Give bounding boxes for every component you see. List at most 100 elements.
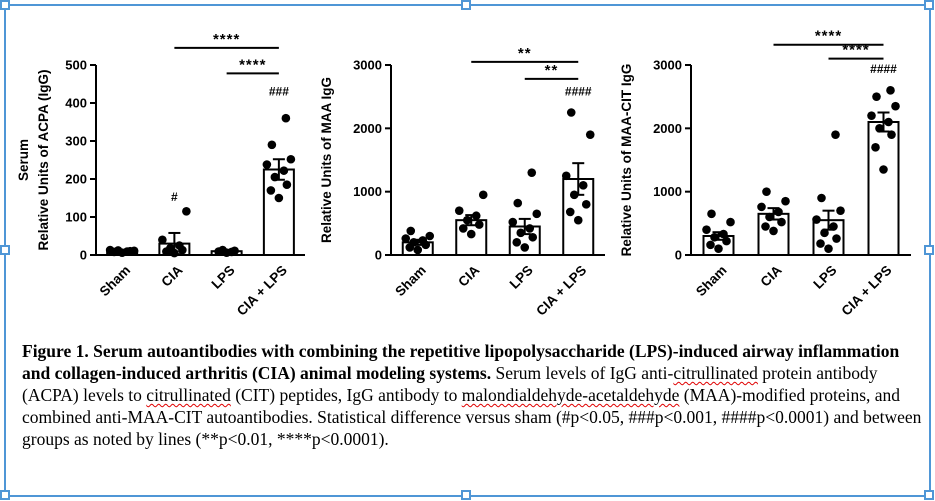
y-tick-label: 2000 [653,121,682,136]
caption-segment: protein antibody (ACPA) levels to [22,363,878,406]
data-point [409,238,419,247]
y-tick-label: 3000 [353,58,382,73]
data-point [707,209,716,219]
data-point [719,229,728,239]
bar-group-0 [105,245,139,258]
y-tick-label: 200 [65,172,87,187]
data-point [812,215,821,224]
selection-handle-middle-left[interactable] [0,245,10,255]
data-point [565,207,575,217]
bar-group-3: ### [262,84,296,256]
figure-charts-row: Serum Relative Units of ACPA (IgG) 0 100 200… [12,10,923,345]
data-point [227,247,236,257]
x-category-label: CIA [758,262,785,289]
data-point [508,217,518,227]
bar-group-0 [401,226,435,256]
data-point [769,226,778,236]
data-point [872,92,881,101]
significance-hash: # [171,190,178,204]
data-point [774,207,783,217]
selection-handle-top-left[interactable] [0,0,10,10]
caption-segment: (CIT) peptides, IgG antibody to [230,385,462,406]
x-category-label: LPS [209,263,238,292]
data-point [762,187,771,196]
data-point [891,101,900,111]
data-point [871,143,880,152]
data-point [218,245,227,255]
data-point [702,225,711,234]
data-point [281,113,291,123]
data-point [527,168,537,177]
data-point [279,166,289,175]
caption-segment: malondialdehyde-acetaldehyde [461,385,680,406]
y-tick-label: 400 [65,96,87,111]
data-point [513,198,523,208]
data-point [458,224,468,233]
x-category-label: Sham [97,263,134,300]
data-point [706,240,715,250]
data-point [520,243,530,252]
data-point [777,217,786,227]
bar-group-1: # [158,190,191,258]
data-point [824,244,833,253]
significance-stars: **** [213,31,240,48]
maa-chart-svg: Relative Units of MAA IgG 0 1000 2000 3000 Sh… [319,45,605,319]
selection-handle-bottom-left[interactable] [0,490,10,500]
bar-group-2 [210,245,243,258]
y-axis-title: Relative Units of ACPA (IgG) [36,69,51,250]
data-point [867,111,876,120]
bar [867,121,900,256]
data-point [573,215,583,225]
data-point [401,234,411,243]
data-point [887,130,896,139]
significance-stars: **** [815,28,842,45]
x-category-label: Sham [392,263,429,300]
selection-handle-top-center[interactable] [461,0,471,10]
selection-handle-top-right[interactable] [924,0,934,10]
data-point [765,212,774,222]
significance-hash: ### [269,84,289,98]
data-point [831,130,840,139]
data-point [781,196,790,206]
data-point [714,244,723,253]
data-point [262,160,272,169]
significance-stars: **** [842,42,869,59]
data-point [561,171,571,181]
data-point [836,206,845,215]
data-point [418,236,428,245]
y-tick-label: 100 [65,210,87,225]
data-point [267,140,277,150]
y-tick-label: 300 [65,134,87,149]
data-point [474,220,484,229]
significance-stars: **** [239,56,266,73]
data-point [286,154,296,164]
y-axis-title: Relative Units of MAA-CIT IgG [619,64,634,257]
data-point [175,241,184,250]
x-category-label: CIA [455,262,482,289]
y-tick-label: 0 [80,248,87,263]
data-point [274,193,284,203]
data-point [113,246,123,255]
caption-segment: Serum levels of IgG anti- [491,363,674,384]
data-point [105,245,115,255]
data-point [478,190,488,200]
significance-stars: ** [545,62,559,79]
selection-handle-bottom-right[interactable] [924,490,934,500]
data-point [528,232,538,242]
x-category-label: CIA [158,262,185,289]
acpa-chart-svg: Serum Relative Units of ACPA (IgG) 0 100 200… [16,31,305,319]
caption-segment: (MAA)-modified proteins, and combined an… [22,385,922,450]
data-point [166,243,175,253]
data-point [466,229,476,239]
data-point [532,209,542,219]
bar-group-3: #### [561,84,595,256]
selection-handle-bottom-center[interactable] [461,490,471,500]
bar-group-1 [757,187,790,256]
image-selection-frame[interactable]: Serum Relative Units of ACPA (IgG) 0 100 200… [4,4,931,497]
x-category-label: CIA + LPS [838,263,894,319]
x-category-label: CIA + LPS [234,263,290,319]
maa-cit-chart-svg: Relative Units of MAA-CIT IgG 0 1000 2000 30… [619,28,911,319]
selection-handle-middle-right[interactable] [924,245,934,255]
data-point [816,239,825,248]
data-point [122,247,132,256]
